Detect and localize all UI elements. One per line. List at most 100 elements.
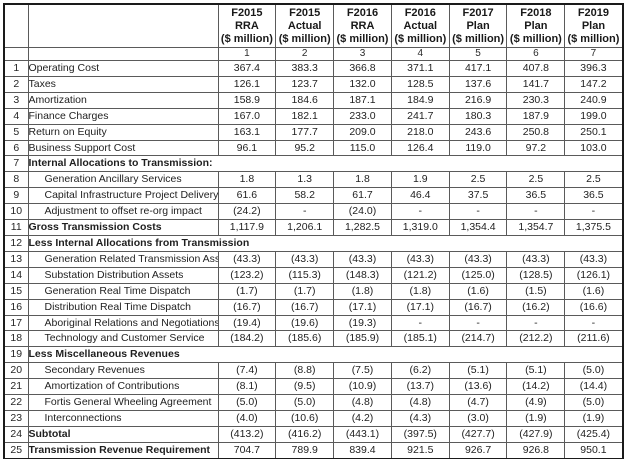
cell-value: 950.1 bbox=[564, 441, 624, 459]
row-number: 7 bbox=[3, 155, 29, 173]
cell-value: (212.2) bbox=[506, 330, 566, 348]
row-number: 25 bbox=[3, 441, 29, 459]
row-number: 15 bbox=[3, 282, 29, 300]
cell-value: (16.2) bbox=[506, 298, 566, 316]
cell-value: (121.2) bbox=[390, 266, 450, 284]
cell-value: (5.0) bbox=[564, 362, 624, 380]
cell-value: 137.6 bbox=[448, 75, 508, 93]
cell-value: 132.0 bbox=[333, 75, 392, 93]
cell-value: 371.1 bbox=[390, 60, 450, 77]
table-row: 3 Amortization 158.9 184.6 187.1 184.9 216.9 23… bbox=[3, 91, 624, 109]
row-number: 1 bbox=[3, 60, 29, 77]
row-number: 20 bbox=[3, 362, 29, 380]
cell-value: (9.5) bbox=[275, 378, 335, 396]
cell-value: (14.4) bbox=[564, 378, 624, 396]
cell-value: 241.7 bbox=[390, 107, 450, 125]
row-number: 8 bbox=[3, 171, 29, 189]
cell-value: 103.0 bbox=[564, 139, 624, 157]
column-header: F2015 Actual ($ million) bbox=[275, 3, 335, 48]
cell-value: 184.9 bbox=[390, 91, 450, 109]
table-row: 7 Internal Allocations to Transmission: bbox=[3, 155, 624, 173]
table-row: 11 Gross Transmission Costs 1,117.9 1,206.1… bbox=[3, 219, 624, 236]
table-row: 14 Substation Distribution Assets (123.2)(… bbox=[3, 266, 624, 284]
cell-value: (1.9) bbox=[564, 409, 624, 427]
row-label: Generation Real Time Dispatch bbox=[27, 282, 219, 300]
column-header: F2015 RRA ($ million) bbox=[217, 3, 277, 48]
table-row: 13 Generation Related Transmission Assets… bbox=[3, 250, 624, 268]
cell-value: (13.6) bbox=[448, 378, 508, 396]
row-number: 13 bbox=[3, 250, 29, 268]
row-label: Interconnections bbox=[27, 409, 219, 427]
cell-value: 1.3 bbox=[275, 171, 335, 189]
cell-value: (1.6) bbox=[448, 282, 508, 300]
cell-value: 96.1 bbox=[217, 139, 277, 157]
cell-value: 2.5 bbox=[506, 171, 566, 189]
cell-value: 184.6 bbox=[275, 91, 335, 109]
corner-cell-label bbox=[27, 3, 219, 48]
cell-value: 1.8 bbox=[217, 171, 277, 189]
cell-value: (7.5) bbox=[333, 362, 392, 380]
cell-value: 147.2 bbox=[564, 75, 624, 93]
cell-value: (128.5) bbox=[506, 266, 566, 284]
row-label: Amortization bbox=[27, 91, 219, 109]
cell-value: (1.7) bbox=[275, 282, 335, 300]
row-number: 4 bbox=[3, 107, 29, 125]
table-row: 12 Less Internal Allocations from Transmi… bbox=[3, 234, 624, 252]
cell-value: (5.0) bbox=[564, 394, 624, 411]
row-label: Substation Distribution Assets bbox=[27, 266, 219, 284]
cell-value: 126.4 bbox=[390, 139, 450, 157]
cell-value: (211.6) bbox=[564, 330, 624, 348]
cell-value: (17.1) bbox=[333, 298, 392, 316]
table-row: 24 Subtotal (413.2) (416.2) (443.1) (397.5) (4… bbox=[3, 425, 624, 443]
cell-value: 921.5 bbox=[390, 441, 450, 459]
header-row: F2015 RRA ($ million) F2015 Actual ($ mi… bbox=[3, 3, 624, 48]
column-number: 6 bbox=[506, 47, 566, 61]
table-row: 19 Less Miscellaneous Revenues bbox=[3, 346, 624, 364]
cell-value: 1,354.4 bbox=[448, 219, 508, 236]
cell-value: (8.1) bbox=[217, 378, 277, 396]
table-row: 23 Interconnections (4.0) (10.6) (4.2) (4.3)(… bbox=[3, 409, 624, 427]
cell-value: - bbox=[448, 314, 508, 332]
cell-value: (184.2) bbox=[217, 330, 277, 348]
cell-value: (425.4) bbox=[564, 425, 624, 443]
cell-value: (5.0) bbox=[217, 394, 277, 411]
revenue-requirement-table: F2015 RRA ($ million) F2015 Actual ($ mi… bbox=[3, 3, 624, 459]
section-header-label: Less Internal Allocations from Transmiss… bbox=[27, 234, 624, 252]
row-label: Generation Related Transmission Assets bbox=[27, 250, 219, 268]
row-label: Fortis General Wheeling Agreement bbox=[27, 394, 219, 411]
cell-value: (10.6) bbox=[275, 409, 335, 427]
cell-value: (185.6) bbox=[275, 330, 335, 348]
row-number: 16 bbox=[3, 298, 29, 316]
row-number: 11 bbox=[3, 219, 29, 236]
table-row: 9 Capital Infrastructure Project Delivery… bbox=[3, 187, 624, 205]
cell-value: (427.9) bbox=[506, 425, 566, 443]
cell-value: 37.5 bbox=[448, 187, 508, 205]
row-number: 14 bbox=[3, 266, 29, 284]
cell-value: 167.0 bbox=[217, 107, 277, 125]
cell-value: (427.7) bbox=[448, 425, 508, 443]
row-label: Adjustment to offset re-org impact bbox=[27, 203, 219, 221]
cell-value: (1.8) bbox=[390, 282, 450, 300]
cell-value: - bbox=[506, 203, 566, 221]
row-label: Aboriginal Relations and Negotiations bbox=[27, 314, 219, 332]
cell-value: (416.2) bbox=[275, 425, 335, 443]
cell-value: 36.5 bbox=[564, 187, 624, 205]
cell-value: 366.8 bbox=[333, 60, 392, 77]
column-number: 3 bbox=[333, 47, 392, 61]
table-row: 18 Technology and Customer Service (184.2)… bbox=[3, 330, 624, 348]
cell-value: (5.1) bbox=[448, 362, 508, 380]
table-row: 8 Generation Ancillary Services 1.8 1.3 1.8 1… bbox=[3, 171, 624, 189]
cell-value: (5.1) bbox=[506, 362, 566, 380]
cell-value: 36.5 bbox=[506, 187, 566, 205]
row-number: 5 bbox=[3, 123, 29, 141]
cell-value: (185.9) bbox=[333, 330, 392, 348]
cell-value: 163.1 bbox=[217, 123, 277, 141]
cell-value: 1,375.5 bbox=[564, 219, 624, 236]
cell-value: (24.0) bbox=[333, 203, 392, 221]
row-number: 22 bbox=[3, 394, 29, 411]
column-header: F2017 Plan ($ million) bbox=[448, 3, 508, 48]
row-label: Subtotal bbox=[27, 425, 219, 443]
row-label: Technology and Customer Service bbox=[27, 330, 219, 348]
cell-value: 1,319.0 bbox=[390, 219, 450, 236]
cell-value: 180.3 bbox=[448, 107, 508, 125]
